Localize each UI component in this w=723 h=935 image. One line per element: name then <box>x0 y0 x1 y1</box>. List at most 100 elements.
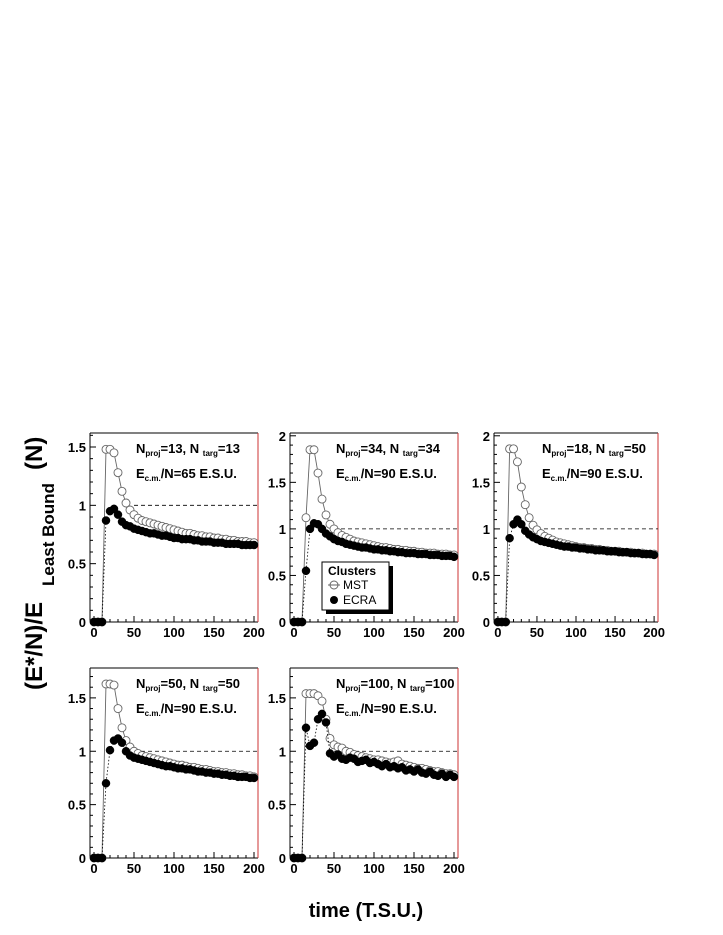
legend: Clusters MST ECRA <box>321 561 393 614</box>
x-tick-label: 0 <box>90 625 97 640</box>
point-ecra <box>505 533 514 543</box>
point-mst <box>121 498 131 508</box>
point-mst <box>109 680 119 690</box>
point-mst <box>309 445 319 455</box>
legend-ecra-marker <box>330 596 338 604</box>
y-tick-label: 1.5 <box>268 475 286 490</box>
y-tick-label: 1.5 <box>68 691 86 706</box>
point-ecra <box>97 617 107 627</box>
y-tick-label: 1 <box>279 744 286 759</box>
point-mst <box>321 510 331 520</box>
point-ecra <box>297 853 307 863</box>
legend-title: Clusters <box>328 564 376 578</box>
y-tick-label: 0.5 <box>268 798 286 813</box>
point-mst <box>317 696 327 706</box>
x-tick-label: 50 <box>327 861 341 876</box>
point-mst <box>113 704 123 714</box>
point-ecra <box>649 550 659 560</box>
annotation-line1: Nproj=13, N targ=13 <box>136 441 240 458</box>
x-tick-label: 200 <box>443 861 465 876</box>
x-tick-label: 50 <box>127 625 141 640</box>
point-ecra <box>301 566 311 576</box>
y-tick-label: 1.5 <box>472 475 490 490</box>
point-ecra <box>317 709 327 719</box>
annotation-line1: Nproj=34, N targ=34 <box>336 441 441 458</box>
x-tick-label: 200 <box>443 625 465 640</box>
y-tick-label: 0.5 <box>472 568 490 583</box>
x-tick-label: 150 <box>203 861 225 876</box>
point-ecra <box>309 738 319 747</box>
point-ecra <box>301 723 311 733</box>
annotation-line2: Ec.m./N=90 E.S.U. <box>136 701 237 718</box>
point-ecra <box>449 552 459 562</box>
point-ecra <box>297 617 307 627</box>
x-tick-label: 200 <box>243 625 265 640</box>
point-mst <box>509 444 518 454</box>
y-tick-label: 1 <box>279 522 286 537</box>
point-mst <box>317 494 327 504</box>
legend-mst-label: MST <box>343 578 369 592</box>
x-tick-label: 100 <box>363 625 385 640</box>
point-ecra <box>517 519 526 529</box>
x-tick-label: 0 <box>290 861 297 876</box>
x-tick-label: 100 <box>565 625 587 640</box>
x-tick-label: 150 <box>403 861 425 876</box>
x-tick-label: 100 <box>163 625 185 640</box>
x-tick-label: 100 <box>163 861 185 876</box>
point-mst <box>117 723 127 733</box>
point-mst <box>516 482 526 492</box>
x-tick-label: 50 <box>327 625 341 640</box>
point-mst <box>113 468 123 478</box>
y-tick-label: 0 <box>79 851 86 866</box>
annotation-line2: Ec.m./N=90 E.S.U. <box>542 466 643 483</box>
y-tick-label: 0.5 <box>268 568 286 583</box>
x-tick-label: 200 <box>243 861 265 876</box>
annotation-line2: Ec.m./N=90 E.S.U. <box>336 701 437 718</box>
panel-npro50-ntarg50: 0 50 100 150 200 0 0.5 1 1.5 Nproj=50, N targ=50 E… <box>68 667 265 876</box>
point-mst <box>520 500 530 510</box>
y-tick-label: 1.5 <box>268 691 286 706</box>
point-ecra <box>249 773 259 783</box>
y-axis-title-tail: (N) <box>21 437 48 470</box>
y-axis-title-main: (E*/N)/E <box>21 602 48 690</box>
panel-npro18-ntarg50: 0 50 100 150 200 0 0.5 1 1.5 2 Nproj=18, N targ=50… <box>472 429 665 640</box>
y-tick-label: 0 <box>279 851 286 866</box>
point-ecra <box>101 516 111 525</box>
point-ecra <box>101 779 111 788</box>
point-ecra <box>249 540 259 550</box>
x-axis-title: time (T.S.U.) <box>309 900 423 922</box>
x-tick-label: 200 <box>643 625 665 640</box>
y-tick-label: 1.5 <box>68 440 86 455</box>
x-tick-label: 0 <box>290 625 297 640</box>
legend-ecra-label: ECRA <box>343 593 376 607</box>
point-ecra <box>113 510 123 519</box>
point-mst <box>325 733 335 743</box>
y-axis-title-subscript: Least Bound <box>39 483 58 586</box>
point-ecra <box>109 504 119 514</box>
point-ecra <box>117 738 127 747</box>
x-tick-label: 0 <box>494 625 501 640</box>
y-tick-label: 0 <box>483 615 490 630</box>
y-tick-label: 2 <box>483 429 490 444</box>
panel-npro13-ntarg13: 0 50 100 150 200 0 0.5 1 1.5 Nproj=13, N targ=13 E… <box>68 432 265 640</box>
point-mst <box>512 457 522 467</box>
point-mst <box>524 513 534 523</box>
x-tick-label: 50 <box>127 861 141 876</box>
point-ecra <box>105 745 115 755</box>
x-tick-label: 50 <box>530 625 544 640</box>
y-tick-label: 2 <box>279 429 286 444</box>
annotation-line1: Nproj=50, N targ=50 <box>136 676 240 693</box>
y-tick-label: 0 <box>279 615 286 630</box>
point-mst <box>109 448 119 458</box>
y-tick-label: 0 <box>79 615 86 630</box>
panel-npro100-ntarg100: 0 50 100 150 200 0 0.5 1 1.5 Nproj=100, N targ=10… <box>268 667 465 876</box>
point-ecra <box>321 718 331 727</box>
y-tick-label: 1 <box>79 744 86 759</box>
x-tick-label: 150 <box>403 625 425 640</box>
point-mst <box>313 468 323 478</box>
y-tick-label: 0.5 <box>68 798 86 813</box>
point-ecra <box>97 853 107 863</box>
point-mst <box>301 513 311 523</box>
annotation-line1: Nproj=18, N targ=50 <box>542 441 646 458</box>
